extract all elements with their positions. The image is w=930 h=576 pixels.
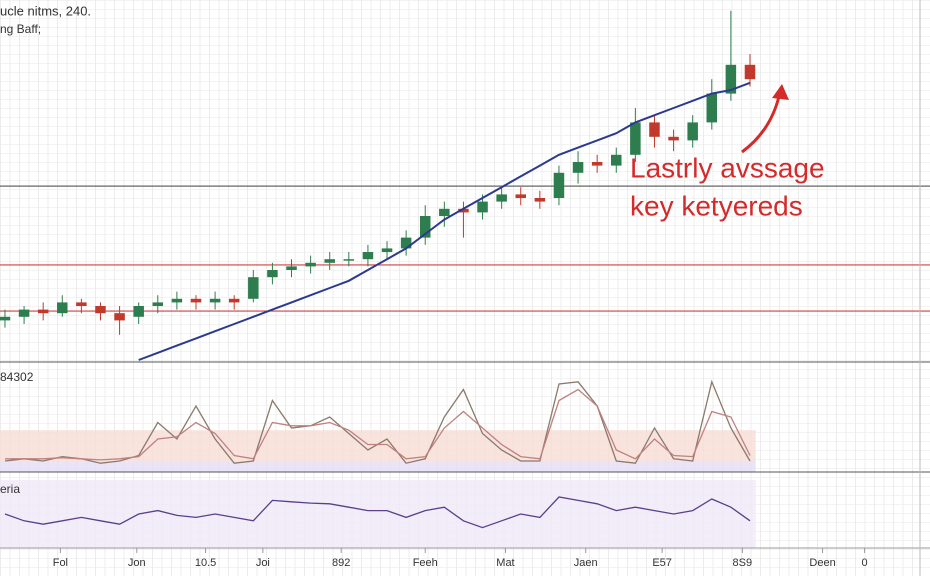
x-tick-label: Joi (256, 557, 270, 569)
candle-body (267, 270, 278, 278)
candle-body (687, 122, 698, 141)
candle-body (706, 93, 718, 123)
candle-body (419, 216, 431, 238)
annotation: key ketyereds (630, 190, 803, 221)
x-tick-label: 892 (332, 557, 350, 569)
x-tick-label: Mat (496, 557, 514, 569)
band (0, 461, 756, 472)
candle-body (515, 194, 527, 198)
x-tick-label: Jaen (574, 557, 598, 569)
candle-body (57, 302, 68, 314)
plots: Fol Jon 10.5 Joi 892 Feeh Mat Jaen E57 8S9 Deen 0 (0, 10, 930, 569)
candle-body (477, 201, 488, 213)
candle-body (324, 259, 335, 263)
series-line (4, 496, 751, 529)
annotation: Lastrly avssage (630, 152, 825, 183)
candle-body (534, 198, 546, 202)
candle-body (286, 266, 297, 270)
candle-body (114, 313, 125, 321)
candle-body (228, 298, 240, 303)
candle-body (95, 306, 106, 314)
candle-body (152, 302, 164, 306)
x-tick-label: 0 (862, 557, 868, 569)
candle-body (18, 309, 30, 317)
candle-body (630, 122, 641, 155)
candle-body (0, 316, 11, 321)
candle-body (725, 64, 737, 94)
candle-body (343, 259, 355, 261)
series-line (138, 81, 751, 361)
x-tick-label: E57 (652, 557, 672, 569)
band (0, 480, 756, 548)
candle-body (439, 208, 450, 216)
candle-body (305, 262, 316, 267)
candle-body (190, 298, 202, 303)
candle-body (76, 302, 87, 306)
candle-body (209, 298, 221, 303)
annotation-arrow (741, 91, 782, 154)
candle-body (133, 306, 144, 317)
candle-body (400, 237, 412, 249)
panel-label: 84302 (0, 370, 34, 384)
candle-body (668, 136, 679, 141)
chart-subtitle: ng Baff; (0, 22, 41, 36)
candle-body (248, 277, 259, 299)
x-tick-label: Jon (128, 557, 146, 569)
candle-body (171, 298, 183, 303)
panel-label: eria (0, 482, 20, 496)
x-tick-label: Feeh (413, 557, 438, 569)
x-tick-label: Deen (809, 557, 835, 569)
candle-body (572, 162, 584, 173)
candle-body (496, 194, 507, 202)
candle-body (649, 122, 660, 137)
candle-body (744, 64, 756, 80)
candle-body (381, 248, 393, 252)
candle-body (458, 208, 469, 213)
candle-body (37, 309, 49, 314)
candle-body (553, 172, 565, 198)
x-tick-label: Fol (53, 557, 68, 569)
candle-body (611, 154, 622, 166)
band (0, 430, 756, 461)
annotation-arrowhead (772, 84, 789, 100)
chart-title: ucle nitms, 240. (0, 3, 91, 18)
x-tick-label: 10.5 (195, 557, 216, 569)
candle-body (362, 252, 374, 260)
candle-body (591, 162, 603, 166)
x-tick-label: 8S9 (733, 557, 753, 569)
series-line (5, 388, 751, 461)
